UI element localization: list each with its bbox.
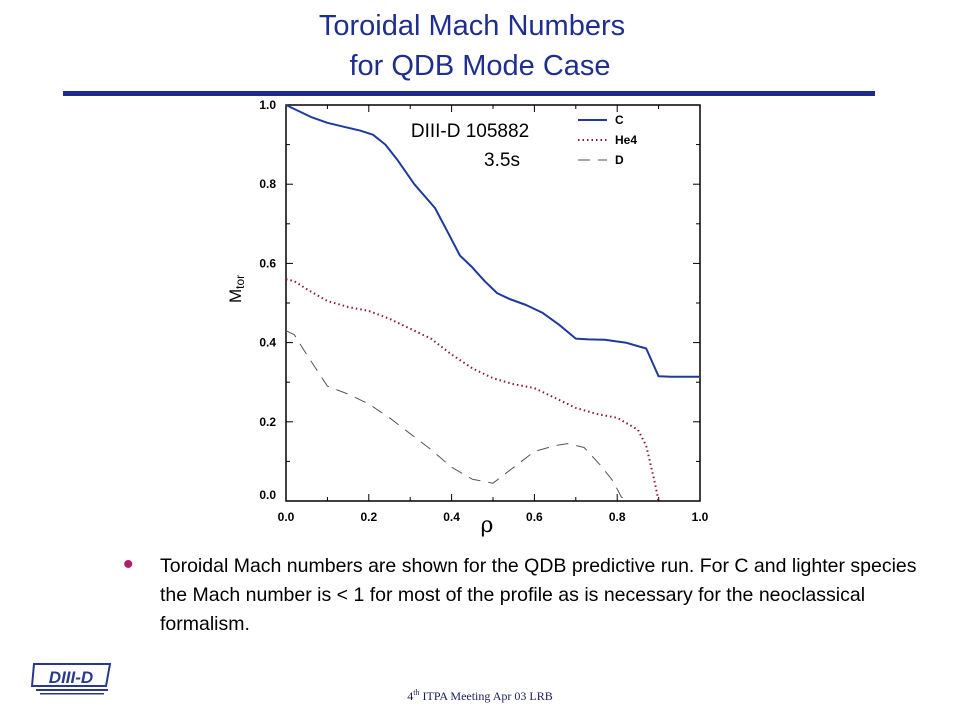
y-tick-labels: 0.0 0.2 0.4 0.6 0.8 1.0 (259, 98, 276, 502)
x-tick-label: 0.4 (443, 510, 460, 524)
slide-title-line-2: for QDB Mode Case (349, 50, 611, 82)
y-tick-label: 0.2 (259, 415, 276, 429)
bullet-text: Toroidal Mach numbers are shown for the … (160, 555, 917, 635)
chart-legend: C He4 D (578, 113, 637, 167)
y-tick-label: 0.4 (259, 336, 276, 350)
slide-title-line-1: Toroidal Mach Numbers (318, 10, 626, 42)
diii-d-logo: DIII-D (30, 663, 112, 695)
series-line-he4 (285, 278, 663, 502)
x-tick-label: 1.0 (692, 510, 709, 524)
bullet-dot: • (123, 548, 134, 581)
series-line-c (285, 104, 700, 378)
y-tick-label: 1.0 (259, 98, 276, 112)
footer-ordinal-suffix: th (413, 688, 420, 697)
svg-text:Mtor: Mtor (226, 275, 247, 303)
x-tick-label: 0.8 (609, 510, 626, 524)
y-axis-label-main: M (226, 289, 245, 303)
footer-rest: ITPA Meeting Apr 03 LRB (419, 689, 553, 703)
y-tick-label: 0.6 (259, 256, 276, 270)
y-tick-label: 0.8 (259, 177, 276, 191)
y-tick-label: 0.0 (259, 488, 276, 502)
x-tick-label: 0.6 (526, 510, 543, 524)
series-line-d (285, 330, 630, 502)
x-tick-label: 0.0 (278, 510, 295, 524)
x-tick-label: 0.2 (360, 510, 377, 524)
x-tick-labels: 0.0 0.2 0.4 0.6 0.8 1.0 (278, 510, 709, 524)
y-axis-label: Mtor (226, 275, 247, 303)
legend-label-c: C (615, 113, 624, 127)
legend-label-d: D (615, 153, 624, 167)
series-layer (285, 104, 700, 502)
chart-annotation-time: 3.5s (484, 150, 520, 171)
title-rule (63, 91, 875, 96)
legend-label-he4: He4 (615, 133, 637, 147)
chart-annotation-shot: DIII-D 105882 (411, 121, 529, 142)
axis-ticks (285, 104, 701, 502)
footer-ordinal: 4 (407, 689, 414, 703)
logo-text: DIII-D (49, 668, 93, 687)
footer-text: 4th ITPA Meeting Apr 03 LRB (0, 688, 960, 704)
x-axis-label: ρ (481, 513, 494, 538)
y-axis-label-sub: tor (233, 275, 247, 289)
